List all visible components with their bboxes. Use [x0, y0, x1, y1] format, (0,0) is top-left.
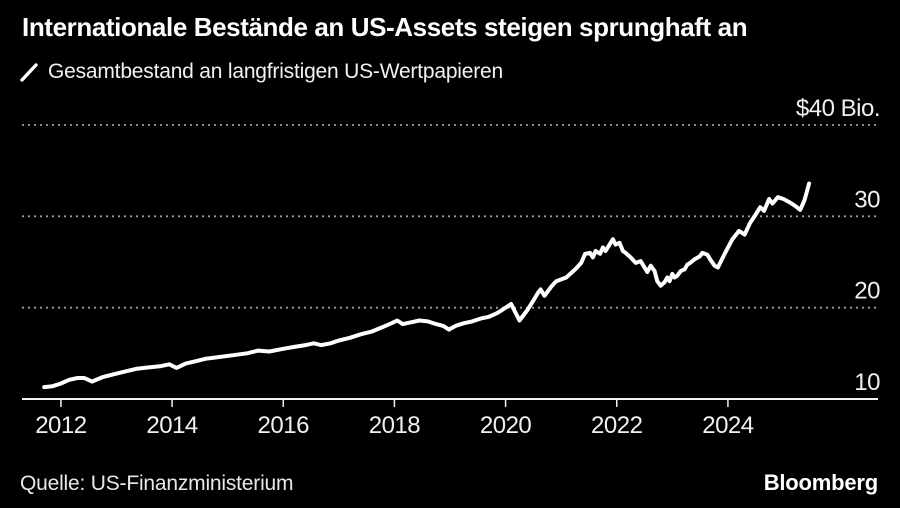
x-tick-label: 2016: [258, 412, 310, 439]
x-tick-label: 2014: [146, 412, 198, 439]
legend-label: Gesamtbestand an langfristigen US-Wertpa…: [48, 60, 503, 83]
x-tick-label: 2022: [591, 412, 643, 439]
chart-title: Internationale Bestände an US-Assets ste…: [22, 12, 748, 42]
source-note: Quelle: US-Finanzministerium: [20, 472, 294, 495]
y-tick-label: 30: [854, 186, 880, 213]
data-line: [42, 181, 812, 390]
legend: Gesamtbestand an langfristigen US-Wertpa…: [20, 60, 503, 84]
x-tick-label: 2012: [35, 412, 87, 439]
line-series-marker-icon: [20, 62, 38, 82]
footer: Quelle: US-Finanzministerium Bloomberg: [0, 470, 900, 496]
y-tick-label: $40 Bio.: [796, 95, 880, 122]
y-tick-label: 10: [854, 369, 880, 396]
x-tick-label: 2024: [702, 412, 754, 439]
y-tick-label: 20: [854, 278, 880, 305]
bloomberg-logo: Bloomberg: [763, 470, 879, 495]
x-tick-label: 2018: [369, 412, 421, 439]
x-tick-label: 2020: [480, 412, 532, 439]
